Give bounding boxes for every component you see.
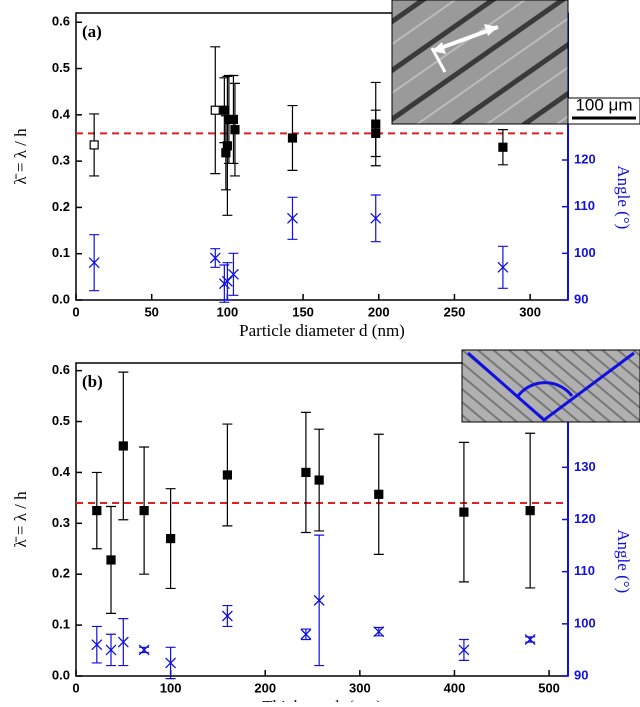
square-marker [301,467,311,478]
y2-tick-label: 110 [574,198,595,213]
x-tick-label: 200 [254,680,276,695]
x-tick-label: 150 [292,304,314,319]
square-marker [230,125,240,135]
x-tick-label: 100 [160,680,182,695]
square-marker [459,507,469,517]
y2-tick-label: 110 [574,563,595,578]
y-tick-label: 0.5 [52,60,70,75]
square-marker [374,489,384,499]
x-axis-label: Particle diameter d (nm) [239,321,405,340]
x-marker [227,268,239,280]
y2-tick-label: 100 [574,615,596,630]
square-marker [228,114,239,125]
x-tick-label: 300 [349,680,371,695]
square-marker [498,142,508,152]
y-tick-label: 0.0 [52,667,70,682]
y-tick-label: 0.4 [52,464,71,479]
x-tick-label: 500 [538,680,560,695]
y-tick-label: 0.5 [52,413,70,428]
y-tick-label: 0.3 [52,153,70,168]
x-marker [313,594,325,606]
y2-axis-label: Angle (°) [614,529,633,593]
y2-tick-label: 90 [574,291,588,306]
x-marker [287,212,298,224]
y-tick-label: 0.6 [52,14,70,29]
inset-scale-label: 100 μm [575,95,632,114]
square-marker [525,505,535,516]
square-marker [210,105,220,115]
x-marker [373,626,385,638]
x-tick-label: 0 [72,304,79,319]
panel-label: (a) [82,22,102,41]
x-tick-label: 50 [144,304,158,319]
x-tick-label: 100 [217,304,239,319]
square-marker [106,555,116,565]
x-tick-label: 400 [444,680,466,695]
x-marker [458,644,470,656]
y2-tick-label: 90 [574,667,588,682]
x-marker [105,644,117,656]
y-axis-label: λ̄ = λ / h [11,128,30,185]
square-marker [371,128,381,138]
y-tick-label: 0.4 [52,106,71,121]
y-tick-label: 0.1 [52,245,70,260]
x-marker [370,212,382,224]
square-marker [139,505,149,516]
x-tick-label: 300 [519,304,541,319]
square-marker [92,505,102,516]
y2-axis-label: Angle (°) [614,165,633,229]
square-marker [166,533,176,544]
y-tick-label: 0.2 [52,199,70,214]
x-marker [300,628,312,640]
inset-b [461,349,640,423]
y2-tick-label: 120 [574,511,596,526]
x-marker [221,610,233,622]
x-marker [524,634,536,645]
x-marker [91,639,103,651]
square-marker [89,140,99,150]
x-marker [138,644,150,656]
x-marker [117,636,129,648]
x-marker [209,252,221,264]
y2-tick-label: 130 [574,459,596,474]
square-marker [222,470,232,480]
x-marker [88,257,100,269]
y2-tick-label: 120 [574,151,596,166]
y-tick-label: 0.3 [52,515,70,530]
y-tick-label: 0.1 [52,617,70,632]
y-tick-label: 0.0 [52,291,70,306]
square-marker [287,133,298,143]
x-marker [497,261,509,273]
inset-a: 100 μm [391,0,640,125]
square-marker [314,475,324,485]
y-tick-label: 0.6 [52,362,70,377]
x-marker [165,657,177,669]
y2-tick-label: 100 [574,245,596,260]
panel-label: (b) [82,372,103,391]
x-tick-label: 200 [368,304,390,319]
x-tick-label: 0 [72,680,79,695]
square-marker [222,141,232,151]
square-marker [118,441,128,451]
x-tick-label: 250 [444,304,466,319]
y-tick-label: 0.2 [52,566,70,581]
x-axis-label: Thickness h (μm) [262,697,382,702]
x-marker [221,275,233,287]
y-axis-label: λ̄ = λ / h [11,491,30,548]
